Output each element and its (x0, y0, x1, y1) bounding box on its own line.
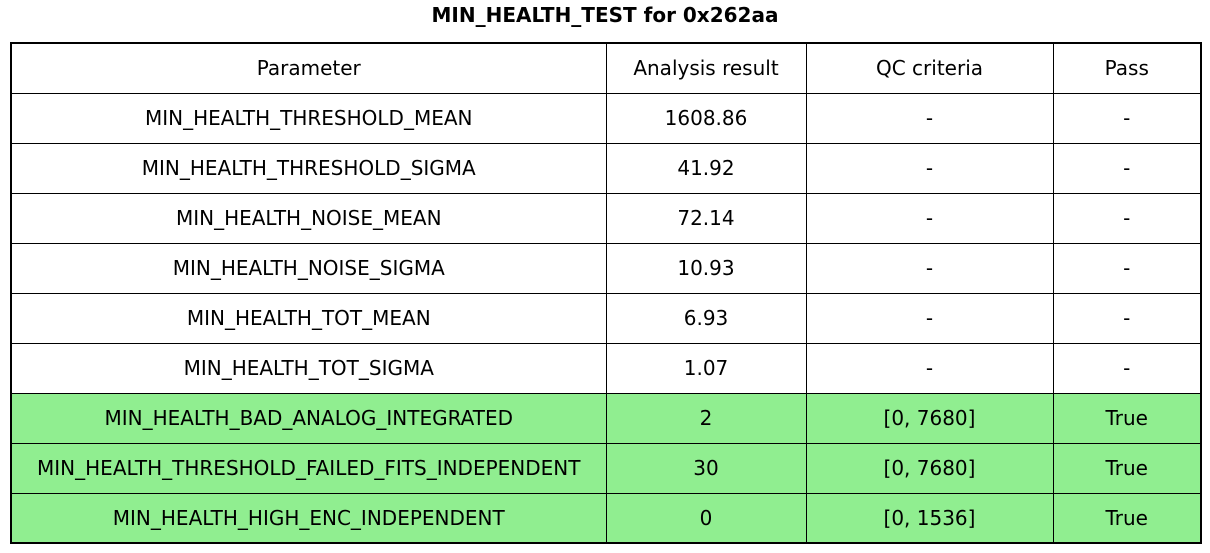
qc-cell: - (805, 142, 1054, 194)
table-row: MIN_HEALTH_NOISE_SIGMA 10.93 - - (10, 242, 1202, 294)
table-row-pass: MIN_HEALTH_HIGH_ENC_INDEPENDENT 0 [0, 15… (10, 492, 1202, 544)
result-cell: 72.14 (605, 192, 807, 244)
param-cell: MIN_HEALTH_NOISE_SIGMA (10, 242, 607, 294)
pass-cell: - (1052, 342, 1202, 394)
table-row-pass: MIN_HEALTH_THRESHOLD_FAILED_FITS_INDEPEN… (10, 442, 1202, 494)
col-header-qc-criteria: QC criteria (805, 42, 1054, 94)
param-cell: MIN_HEALTH_THRESHOLD_MEAN (10, 92, 607, 144)
table-row: MIN_HEALTH_TOT_MEAN 6.93 - - (10, 292, 1202, 344)
qc-cell: - (805, 192, 1054, 244)
result-cell: 0 (605, 492, 807, 544)
qc-cell: - (805, 242, 1054, 294)
qc-results-table: Parameter Analysis result QC criteria Pa… (10, 42, 1202, 544)
pass-cell: - (1052, 92, 1202, 144)
pass-cell: True (1052, 442, 1202, 494)
pass-cell: - (1052, 242, 1202, 294)
result-cell: 1.07 (605, 342, 807, 394)
result-cell: 10.93 (605, 242, 807, 294)
param-cell: MIN_HEALTH_NOISE_MEAN (10, 192, 607, 244)
chart-title: MIN_HEALTH_TEST for 0x262aa (431, 3, 779, 27)
param-cell: MIN_HEALTH_HIGH_ENC_INDEPENDENT (10, 492, 607, 544)
pass-cell: - (1052, 192, 1202, 244)
col-header-parameter: Parameter (10, 42, 607, 94)
pass-cell: - (1052, 142, 1202, 194)
header-row: Parameter Analysis result QC criteria Pa… (10, 42, 1202, 94)
col-header-analysis-result: Analysis result (605, 42, 807, 94)
qc-cell: - (805, 92, 1054, 144)
table-row: MIN_HEALTH_THRESHOLD_MEAN 1608.86 - - (10, 92, 1202, 144)
result-cell: 2 (605, 392, 807, 444)
col-header-pass: Pass (1052, 42, 1202, 94)
qc-cell: [0, 7680] (805, 442, 1054, 494)
result-cell: 30 (605, 442, 807, 494)
table-row-pass: MIN_HEALTH_BAD_ANALOG_INTEGRATED 2 [0, 7… (10, 392, 1202, 444)
result-cell: 1608.86 (605, 92, 807, 144)
result-cell: 6.93 (605, 292, 807, 344)
table-row: MIN_HEALTH_THRESHOLD_SIGMA 41.92 - - (10, 142, 1202, 194)
pass-cell: True (1052, 492, 1202, 544)
qc-cell: [0, 7680] (805, 392, 1054, 444)
param-cell: MIN_HEALTH_THRESHOLD_FAILED_FITS_INDEPEN… (10, 442, 607, 494)
param-cell: MIN_HEALTH_THRESHOLD_SIGMA (10, 142, 607, 194)
pass-cell: True (1052, 392, 1202, 444)
pass-cell: - (1052, 292, 1202, 344)
qc-cell: - (805, 342, 1054, 394)
qc-cell: [0, 1536] (805, 492, 1054, 544)
qc-cell: - (805, 292, 1054, 344)
table-row: MIN_HEALTH_TOT_SIGMA 1.07 - - (10, 342, 1202, 394)
param-cell: MIN_HEALTH_BAD_ANALOG_INTEGRATED (10, 392, 607, 444)
param-cell: MIN_HEALTH_TOT_SIGMA (10, 342, 607, 394)
result-cell: 41.92 (605, 142, 807, 194)
table-row: MIN_HEALTH_NOISE_MEAN 72.14 - - (10, 192, 1202, 244)
param-cell: MIN_HEALTH_TOT_MEAN (10, 292, 607, 344)
